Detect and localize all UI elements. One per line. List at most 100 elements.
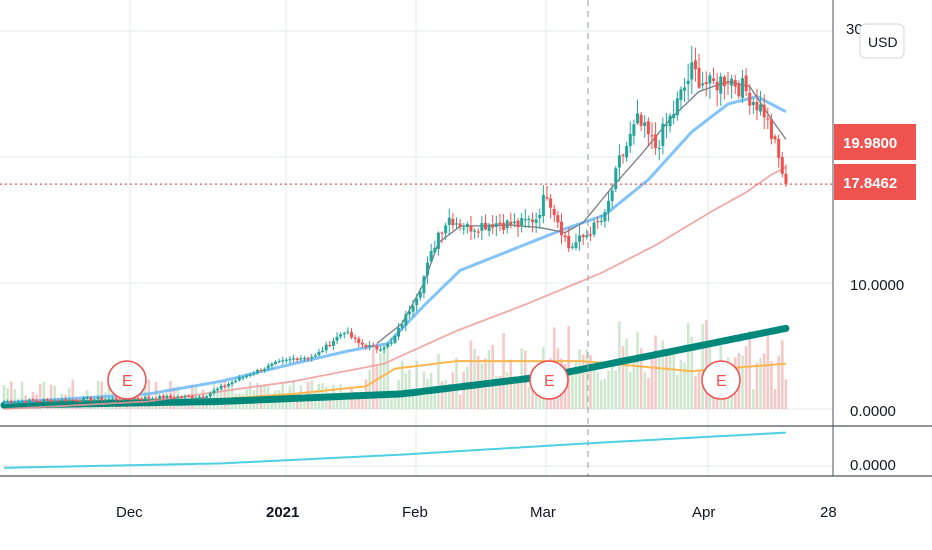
volume-bar xyxy=(393,390,397,409)
candle xyxy=(281,356,285,365)
volume-bar xyxy=(13,389,17,409)
candle-body xyxy=(386,343,390,348)
earnings-marker-2[interactable]: E xyxy=(701,360,741,400)
volume-bar xyxy=(676,374,679,409)
candle xyxy=(473,228,477,239)
candle-body xyxy=(643,122,647,126)
candle-body xyxy=(378,349,382,351)
candle xyxy=(9,399,13,405)
candle xyxy=(487,222,491,237)
candle-body xyxy=(183,395,187,398)
candle xyxy=(107,397,111,401)
volume-bar xyxy=(509,359,513,409)
candle xyxy=(683,77,687,102)
earnings-marker-0[interactable]: E xyxy=(107,360,147,400)
candle-body xyxy=(552,208,556,216)
y-tick-10: 10.0000 xyxy=(850,277,904,294)
candle-body xyxy=(531,219,535,223)
candle xyxy=(234,378,238,384)
candle-body xyxy=(56,400,60,402)
candle xyxy=(502,214,506,235)
candle xyxy=(284,357,288,364)
candle-body xyxy=(241,377,245,379)
candle xyxy=(292,355,296,363)
candle-body xyxy=(538,214,542,219)
candle xyxy=(382,345,386,354)
candle xyxy=(100,396,104,402)
candle-body xyxy=(266,365,270,369)
x-tick-mar: Mar xyxy=(530,504,556,521)
candle-body xyxy=(393,335,397,343)
candle-body xyxy=(559,221,563,236)
volume-bar xyxy=(2,384,6,409)
candle xyxy=(672,100,676,125)
candle xyxy=(306,356,310,362)
candle xyxy=(538,208,542,229)
candle-body xyxy=(567,235,571,249)
candle-body xyxy=(2,401,6,403)
volume-bar xyxy=(632,355,636,409)
candle-body xyxy=(762,104,766,118)
candle xyxy=(223,384,227,389)
candle xyxy=(708,72,712,99)
candle xyxy=(16,399,20,404)
candle-body xyxy=(24,401,28,403)
ma-20-line xyxy=(3,94,787,405)
candle xyxy=(60,397,64,403)
volume-bar xyxy=(53,385,56,409)
candle xyxy=(563,232,567,242)
volume-bar xyxy=(379,352,382,409)
volume-bar xyxy=(361,392,364,409)
candle xyxy=(636,99,639,125)
candle xyxy=(24,399,28,404)
candle-body xyxy=(730,78,734,86)
volume-bar xyxy=(592,364,596,409)
candle-body xyxy=(737,84,741,97)
candle-body xyxy=(302,357,306,360)
candle-body xyxy=(672,113,676,119)
candle xyxy=(400,319,404,331)
price-tag-upper-label: 19.9800 xyxy=(843,135,897,152)
candle-body xyxy=(187,395,191,398)
candle-body xyxy=(534,219,538,223)
volume-bar xyxy=(697,369,701,409)
volume-bar xyxy=(498,375,502,409)
candle xyxy=(27,398,31,404)
volume-bar xyxy=(42,381,46,409)
candle-body xyxy=(179,396,183,398)
candle-body xyxy=(165,395,169,399)
candle xyxy=(480,215,484,240)
candle-body xyxy=(447,217,451,225)
candle-body xyxy=(773,136,777,140)
candle-body xyxy=(668,115,672,127)
candle xyxy=(140,397,144,401)
candle xyxy=(773,134,777,144)
candle xyxy=(71,398,75,402)
earnings-marker-1[interactable]: E xyxy=(529,360,569,400)
candle xyxy=(440,231,444,244)
candle xyxy=(331,337,335,351)
candle xyxy=(118,398,122,402)
volume-bar xyxy=(303,400,306,409)
volume-bar xyxy=(419,392,422,409)
currency-button[interactable] xyxy=(859,23,905,59)
candle xyxy=(429,243,433,264)
volume-bar xyxy=(455,357,458,409)
candle xyxy=(661,117,665,155)
candle-body xyxy=(67,399,71,402)
candle-body xyxy=(245,375,249,378)
candle xyxy=(462,223,466,235)
volume-bar xyxy=(672,352,675,409)
volume-bar xyxy=(212,383,216,409)
candle xyxy=(255,368,259,375)
volume-bar xyxy=(755,362,759,409)
candle xyxy=(245,373,249,379)
candlesticks[interactable] xyxy=(2,45,788,405)
volume-bar xyxy=(578,349,581,409)
candle-body xyxy=(197,396,201,398)
candle xyxy=(411,299,415,317)
candle-body xyxy=(143,396,147,400)
candle-body xyxy=(625,145,629,158)
